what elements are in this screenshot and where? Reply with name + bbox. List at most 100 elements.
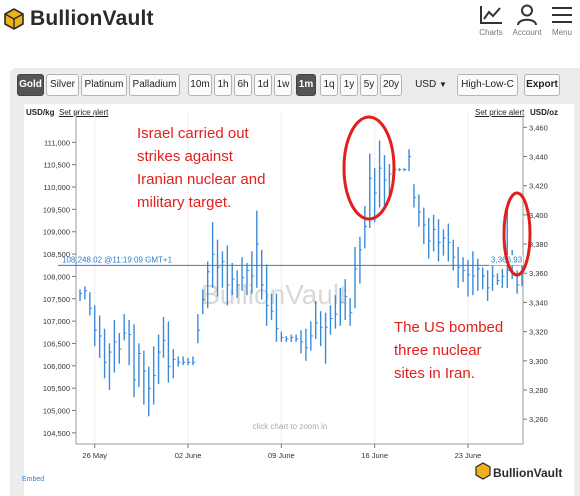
metal-silver-button[interactable]: Silver [46,74,79,96]
annotation-line: sites in Iran. [394,365,475,382]
price-bar [373,168,377,223]
price-bar [344,279,348,320]
price-bar [437,219,441,262]
price-bar [211,222,215,288]
price-bar [251,251,255,294]
price-bar [334,295,338,329]
price-bar [167,321,171,383]
price-bar [462,257,466,282]
nav-charts-label: Charts [479,28,503,37]
right-axis-unit: USD/oz [530,108,558,117]
right-tick-label: 3,300 [529,357,548,366]
price-bar [310,321,314,351]
annotation-line: Iranian nuclear and [137,171,265,188]
price-bar [472,251,476,296]
nav-account[interactable]: Account [503,4,551,37]
metal-gold-button[interactable]: Gold [17,74,44,96]
annotation-line: Israel carried out [137,125,250,142]
x-tick-label: 09 June [268,451,295,460]
price-bar [256,210,259,288]
price-bar [506,210,510,288]
price-bar [231,263,235,296]
price-bar [315,300,318,339]
annotation-israel-text: Israel carried out strikes against Iranian… [137,125,265,211]
right-tick-label: 3,380 [529,240,548,249]
x-tick-label: 26 May [82,451,107,460]
price-bar [236,270,240,299]
price-bar [113,319,117,373]
price-bar [103,328,107,379]
price-bar [329,305,333,335]
range-1m-button[interactable]: 1m [296,74,316,96]
price-bar [364,206,368,249]
right-tick-label: 3,360 [529,269,548,278]
price-bar [261,249,264,300]
site-header: BullionVault Charts Account Menu [0,0,580,58]
footer-brand-name: BullionVault [493,466,562,480]
left-price-alert-label: Set price alert [59,108,109,117]
range-6h-button[interactable]: 6h [234,74,252,96]
right-price-alert-label: Set price alert [475,108,525,117]
range-1q-button[interactable]: 1q [320,74,338,96]
price-bar [427,217,431,259]
price-bar [108,343,112,390]
nav-account-label: Account [512,28,542,37]
export-button[interactable]: Export [524,74,560,96]
price-bar [172,349,176,379]
left-tick-label: 109,500 [43,205,70,214]
price-bar [324,312,328,364]
chart-icon [480,6,502,24]
left-tick-label: 107,500 [43,295,70,304]
price-bar [197,314,201,344]
range-5y-button[interactable]: 5y [360,74,378,96]
price-bar [118,333,122,364]
price-bar [285,336,289,342]
price-bar [501,268,505,288]
price-bar [496,273,500,285]
price-bar [177,356,181,367]
bullionvault-logo-icon[interactable] [2,6,26,32]
left-tick-label: 108,500 [43,250,70,259]
price-bar [94,305,97,347]
left-tick-label: 105,000 [43,406,70,415]
price-bar [157,334,161,385]
range-1y-button[interactable]: 1y [340,74,358,96]
nav-menu[interactable]: Menu [538,4,580,37]
nav-charts[interactable]: Charts [467,4,515,37]
left-tick-label: 110,500 [43,161,70,170]
range-20y-button[interactable]: 20y [380,74,402,96]
price-bar [305,328,309,361]
range-10m-button[interactable]: 10m [188,74,212,96]
price-bar [270,293,274,320]
price-bar [226,245,230,306]
left-price-alert-link[interactable]: Set price alert [59,108,108,117]
right-tick-label: 3,400 [529,211,548,220]
left-tick-label: 108,000 [43,272,70,281]
range-1h-button[interactable]: 1h [214,74,232,96]
price-chart[interactable]: BullionVault 104,500 105,000 105,500 106,00… [10,68,580,496]
price-bar [152,346,156,405]
range-1w-button[interactable]: 1w [274,74,292,96]
price-bar [98,315,102,358]
metal-platinum-button[interactable]: Platinum [81,74,127,96]
price-bar [383,155,387,208]
left-tick-label: 106,000 [43,362,70,371]
price-bar [378,140,382,208]
left-tick-label: 106,500 [43,339,70,348]
embed-link[interactable]: Embed [22,476,44,483]
footer-brand: BullionVault [475,462,562,480]
right-price-alert-link[interactable]: Set price alert [475,108,524,117]
brand-name[interactable]: BullionVault [30,7,154,30]
annotation-line: The US bombed [394,319,503,336]
metal-palladium-button[interactable]: Palladium [129,74,180,96]
chart-style-select[interactable]: High-Low-C [457,74,518,96]
left-tick-label: 107,000 [43,317,70,326]
price-bar [482,267,485,290]
currency-select[interactable]: USD ▼ [412,74,450,96]
price-bar [133,324,137,398]
range-1d-button[interactable]: 1d [254,74,272,96]
right-tick-label: 3,280 [529,386,548,395]
price-bar [359,236,363,284]
chart-plot-area[interactable]: USD/kg Set price alert Set price alert U… [24,104,574,496]
price-bar [408,149,412,172]
